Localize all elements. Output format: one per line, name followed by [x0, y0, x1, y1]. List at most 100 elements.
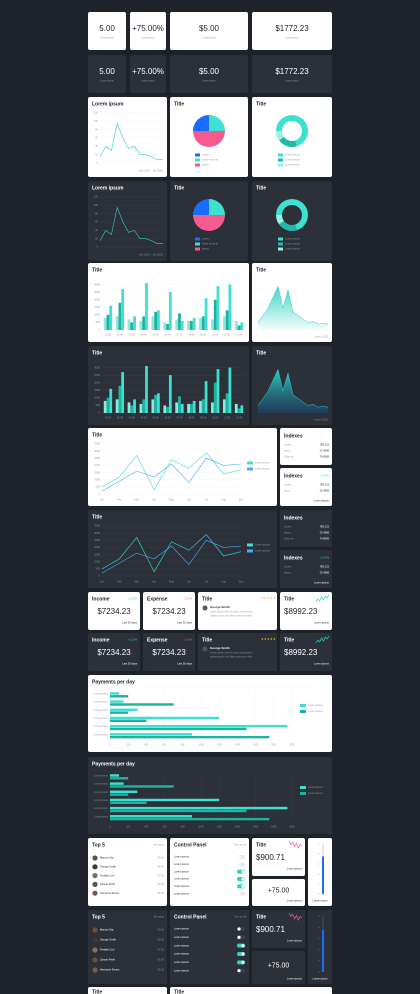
y-tick-label: 2500	[94, 538, 100, 542]
badge: -12.5%	[184, 638, 193, 642]
legend-label: Ipsum	[202, 247, 209, 251]
sort: By rating	[154, 915, 165, 919]
person-name: Freddie Curl	[100, 948, 115, 952]
card-title: Title	[256, 350, 266, 356]
y-tick-label: Lorem ipsum	[94, 807, 108, 810]
action: Turn on all	[234, 915, 247, 919]
x-tick-label: 06.09	[165, 417, 172, 420]
card	[252, 55, 332, 93]
x-tick-label: 09.09	[200, 334, 207, 337]
line	[99, 206, 163, 244]
x-tick-label: Sep	[239, 498, 244, 502]
bar	[151, 316, 155, 330]
note: Lorem ipsum	[314, 621, 329, 625]
area-line	[257, 285, 329, 325]
pie-slice	[193, 131, 225, 147]
y-tick-label: 3000	[94, 365, 100, 369]
bar	[142, 399, 146, 413]
avatar	[202, 646, 208, 652]
legend-swatch	[247, 467, 253, 471]
card-title: Control Panel	[174, 842, 207, 848]
footer: Lorem ipsum	[314, 499, 329, 503]
legend-swatch	[247, 549, 253, 553]
card	[170, 910, 249, 984]
x-tick-label: 04.09	[141, 334, 148, 337]
bar	[166, 323, 169, 330]
bar	[189, 403, 193, 413]
reviewer: George Smith	[210, 605, 230, 609]
bar	[192, 317, 196, 330]
legend-swatch	[278, 163, 283, 167]
bar	[237, 408, 241, 413]
badge: +12.5%	[128, 597, 138, 601]
y-tick-label: 1000	[94, 559, 100, 563]
card-title: Title	[202, 596, 212, 602]
bar	[192, 400, 196, 413]
bar	[110, 708, 138, 712]
amount: +75.00	[268, 887, 290, 894]
toggle-knob	[237, 969, 241, 973]
control-label: Lorem ipsum	[174, 927, 189, 931]
avatar	[92, 881, 98, 888]
card	[130, 12, 166, 50]
stat-value: $5.00	[199, 67, 220, 76]
badge: +12.5%	[128, 638, 138, 642]
bar	[199, 317, 202, 330]
card-title: Title	[256, 267, 266, 273]
area	[258, 369, 328, 413]
toggle-knob	[241, 960, 245, 964]
bar	[187, 403, 190, 413]
bar	[110, 782, 124, 785]
y-tick-label: Lorem ipsum	[94, 709, 108, 712]
y-tick-label: 60	[95, 220, 98, 224]
avatar	[92, 957, 98, 963]
card-title: Control Panel	[174, 914, 207, 920]
y-tick-label: 1500	[94, 552, 100, 556]
y-tick-label: 0	[99, 492, 101, 496]
x-tick-label: 1400	[235, 744, 241, 747]
x-tick-label: 10.09	[212, 417, 219, 420]
bar	[103, 400, 107, 413]
x-tick-label: 1000	[198, 744, 204, 747]
legend-label: Lorem ipsum	[285, 158, 300, 162]
bar	[110, 703, 174, 706]
progress-fill	[322, 856, 324, 894]
avatar	[92, 873, 98, 879]
progress-label: Lorem ipsum	[313, 977, 328, 981]
x-tick-label: Mar	[135, 498, 140, 502]
badge: -12.5%	[184, 597, 193, 601]
avatar	[92, 890, 98, 896]
person-name: Zaman Perth	[100, 958, 116, 962]
x-tick-label: Apr	[152, 580, 156, 584]
bar	[234, 403, 238, 413]
review-text: Lorem ipsum dolor sit amet, consectetur	[210, 652, 253, 655]
control-label: Lorem ipsum	[174, 884, 189, 888]
y-tick-label: 120	[94, 111, 99, 115]
x-tick-label: 09.09	[200, 417, 207, 420]
row-value: 789.123	[320, 443, 330, 447]
card-title: Title	[174, 101, 184, 107]
card-title: Expense	[147, 596, 168, 602]
y-tick-label: 100	[94, 119, 99, 123]
y-tick-label: 1000	[94, 477, 100, 481]
y-tick-label: Lorem ipsum	[94, 692, 108, 695]
x-tick-label: Feb	[117, 580, 122, 584]
person-score: 96.00	[158, 882, 165, 886]
legend-label: Lorem ipsum	[285, 163, 300, 167]
amount: $900.71	[256, 853, 285, 862]
row-value: 789.123	[320, 565, 330, 569]
x-tick-label: Jul	[205, 498, 209, 502]
legend-swatch	[278, 242, 283, 246]
x-tick-label: Aug	[221, 498, 226, 502]
stat-label: Lorem ipsum	[100, 80, 114, 83]
card	[88, 675, 332, 752]
legend-swatch	[195, 153, 200, 157]
legend-label: Lorem ipsum	[308, 709, 323, 713]
person-score: 95.00	[158, 891, 165, 895]
y-tick-label: 2500	[94, 373, 100, 377]
card	[252, 838, 305, 876]
row-value: 789.123	[320, 483, 330, 487]
bar	[211, 319, 214, 330]
bar	[142, 316, 146, 330]
pie-slice	[193, 215, 225, 231]
